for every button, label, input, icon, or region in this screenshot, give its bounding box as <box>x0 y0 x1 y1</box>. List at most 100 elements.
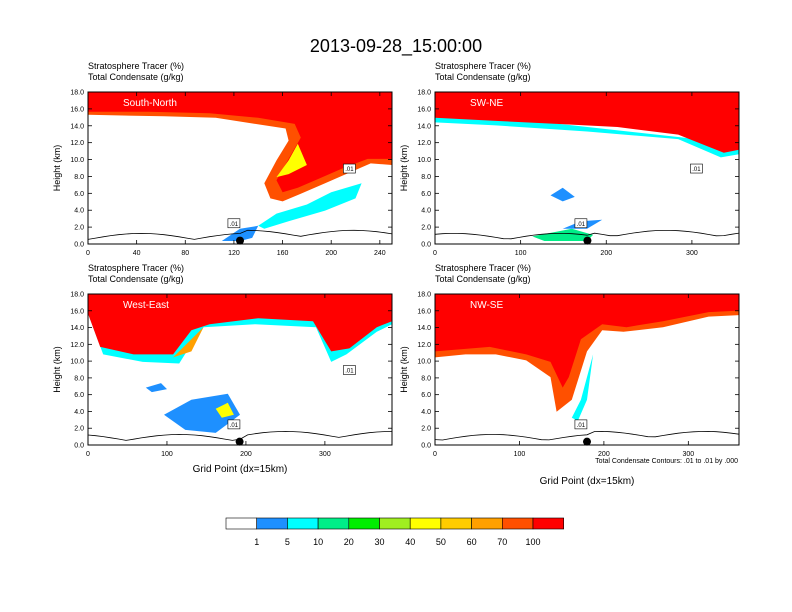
contour-label-box <box>227 419 241 430</box>
y-tick-label: 10.0 <box>70 157 84 164</box>
x-tick-label: 0 <box>433 250 437 257</box>
y-tick-label: 12.0 <box>70 140 84 147</box>
panel-south-north: Stratosphere Tracer (%)Total Condensate … <box>52 61 393 257</box>
colorbar-swatch <box>317 517 350 530</box>
tracer-region <box>532 228 594 241</box>
contour-label: .01 <box>343 365 356 375</box>
y-axis-label: Height (km) <box>52 346 62 393</box>
y-tick-label: 18.0 <box>70 292 84 299</box>
contour-label-text: .01 <box>345 369 354 375</box>
contour-label: .01 <box>343 163 356 174</box>
contour-label-box <box>574 419 588 430</box>
panel-label: West-East <box>123 300 169 311</box>
x-tick-label: 0 <box>86 451 90 458</box>
figure-title: 2013-09-28_15:00:00 <box>310 36 482 57</box>
panel-frame <box>87 293 393 446</box>
y-tick-label: 16.0 <box>417 106 431 113</box>
colorbar-swatch <box>501 517 534 530</box>
x-tick-label: 100 <box>161 451 173 458</box>
tracer-region <box>435 110 739 158</box>
colorbar-swatch <box>379 517 411 530</box>
y-tick-label: 2.0 <box>74 225 84 232</box>
colorbar-swatch <box>287 517 319 530</box>
terrain-contour <box>87 229 393 240</box>
panel-subtitle-condensate: Total Condensate (g/kg) <box>435 274 531 284</box>
panel-label: SW-NE <box>470 98 503 109</box>
y-tick-label: 10.0 <box>70 359 84 366</box>
colorbar-swatch <box>409 517 442 530</box>
y-tick-label: 2.0 <box>74 426 84 433</box>
colorbar-swatch <box>532 517 565 530</box>
y-tick-label: 0.0 <box>421 443 431 450</box>
tracer-region <box>276 143 307 178</box>
tracer-region <box>215 402 234 418</box>
tracer-region <box>571 354 594 421</box>
y-tick-label: 16.0 <box>70 106 84 113</box>
y-tick-label: 12.0 <box>417 342 431 349</box>
colorbar-label: 30 <box>374 537 384 547</box>
contour-label-box <box>690 163 703 174</box>
panel-label: South-North <box>123 98 177 109</box>
x-tick-label: 200 <box>325 250 337 257</box>
panel-subtitle-condensate: Total Condensate (g/kg) <box>88 72 184 82</box>
y-tick-label: 14.0 <box>70 123 84 130</box>
y-tick-label: 14.0 <box>417 123 431 130</box>
y-tick-label: 18.0 <box>70 90 84 97</box>
contour-label-text: .01 <box>230 423 239 429</box>
contour-label-box <box>343 163 356 174</box>
contour-label-text: .01 <box>345 167 354 173</box>
y-tick-label: 4.0 <box>421 208 431 215</box>
contour-label-text: .01 <box>577 423 586 429</box>
y-tick-label: 2.0 <box>421 225 431 232</box>
tracer-field <box>435 92 739 241</box>
panel-frame <box>434 91 740 245</box>
contour-label-box <box>343 365 356 375</box>
y-tick-label: 10.0 <box>417 157 431 164</box>
panel-nw-se: Stratosphere Tracer (%)Total Condensate … <box>399 263 740 487</box>
tracer-field <box>435 294 739 421</box>
tracer-region <box>88 92 392 193</box>
y-tick-label: 4.0 <box>74 208 84 215</box>
y-axis-label: Height (km) <box>52 145 62 192</box>
tracer-field <box>88 294 392 433</box>
contour-label-box <box>574 218 588 229</box>
tracer-region <box>258 183 362 229</box>
y-axis-label: Height (km) <box>399 346 409 393</box>
colorbar-label: 40 <box>405 537 415 547</box>
x-tick-label: 240 <box>374 250 386 257</box>
panel-subtitle-tracer: Stratosphere Tracer (%) <box>88 61 184 71</box>
location-marker <box>236 236 244 245</box>
x-tick-label: 300 <box>319 451 331 458</box>
location-marker <box>583 437 591 446</box>
colorbar-label: 70 <box>497 537 507 547</box>
colorbar-label: 20 <box>344 537 354 547</box>
contour-label: .01 <box>690 163 703 174</box>
x-axis-label: Grid Point (dx=15km) <box>193 464 288 475</box>
terrain-contour <box>434 229 740 240</box>
contour-label-text: .01 <box>577 222 586 228</box>
contour-label-text: .01 <box>230 222 239 228</box>
contour-label-box <box>227 218 241 229</box>
x-axis-label: Grid Point (dx=15km) <box>540 476 635 487</box>
panels-group: Stratosphere Tracer (%)Total Condensate … <box>52 61 740 487</box>
y-tick-label: 4.0 <box>421 409 431 416</box>
x-tick-label: 300 <box>682 451 694 458</box>
x-tick-label: 200 <box>240 451 252 458</box>
y-tick-label: 10.0 <box>417 359 431 366</box>
x-tick-label: 40 <box>133 250 141 257</box>
x-tick-label: 160 <box>277 250 289 257</box>
colorbar-label: 1 <box>254 537 259 547</box>
colorbar: 1 5 10 20 30 40 50 60 70 100 <box>225 517 565 547</box>
colorbar-label: 60 <box>467 537 477 547</box>
y-tick-label: 16.0 <box>417 308 431 315</box>
location-marker <box>583 236 592 245</box>
panel-subtitle-condensate: Total Condensate (g/kg) <box>435 72 531 82</box>
x-tick-label: 0 <box>86 250 90 257</box>
y-tick-label: 14.0 <box>417 325 431 332</box>
y-tick-label: 18.0 <box>417 90 431 97</box>
tracer-region <box>435 92 739 153</box>
colorbar-label: 100 <box>525 537 540 547</box>
panel-west-east: Stratosphere Tracer (%)Total Condensate … <box>52 263 393 475</box>
x-tick-label: 0 <box>433 451 437 458</box>
